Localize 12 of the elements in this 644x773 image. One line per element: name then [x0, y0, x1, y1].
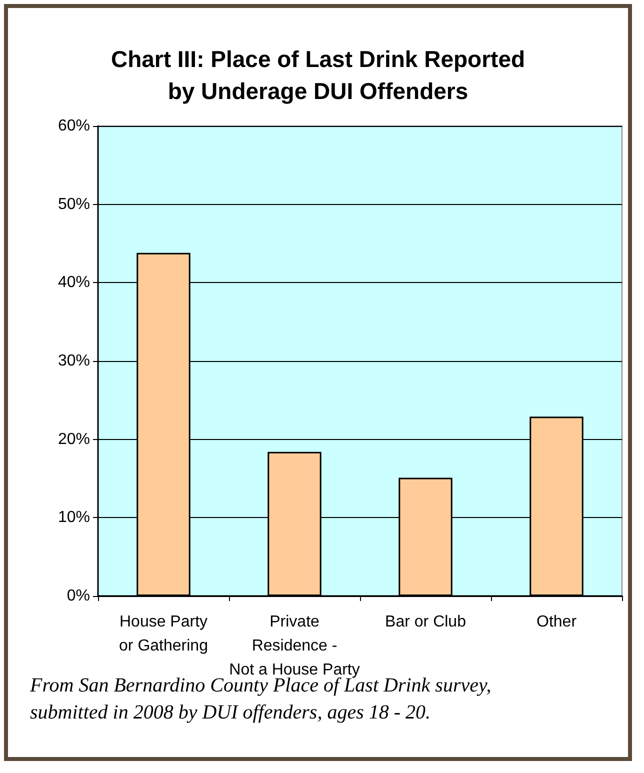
y-tick-label: 40%: [58, 274, 90, 292]
y-tick-label: 10%: [58, 509, 90, 526]
x-tick-label: Bar or Club: [385, 614, 466, 630]
x-tick-label: Private Residence - Not a House Party: [229, 614, 360, 678]
y-tick-label: 50%: [58, 196, 90, 213]
y-tick-label: 0%: [66, 588, 90, 604]
y-tick-label: 30%: [58, 352, 90, 370]
chart-title: Chart III: Place of Last Drink Reported by Underage DUI Offenders: [110, 46, 526, 104]
y-tick-label: 20%: [58, 430, 90, 448]
x-tick-label: Other: [536, 614, 578, 630]
x-tick-label: House Party or Gathering: [119, 614, 208, 654]
y-tick-label: 60%: [58, 118, 90, 134]
